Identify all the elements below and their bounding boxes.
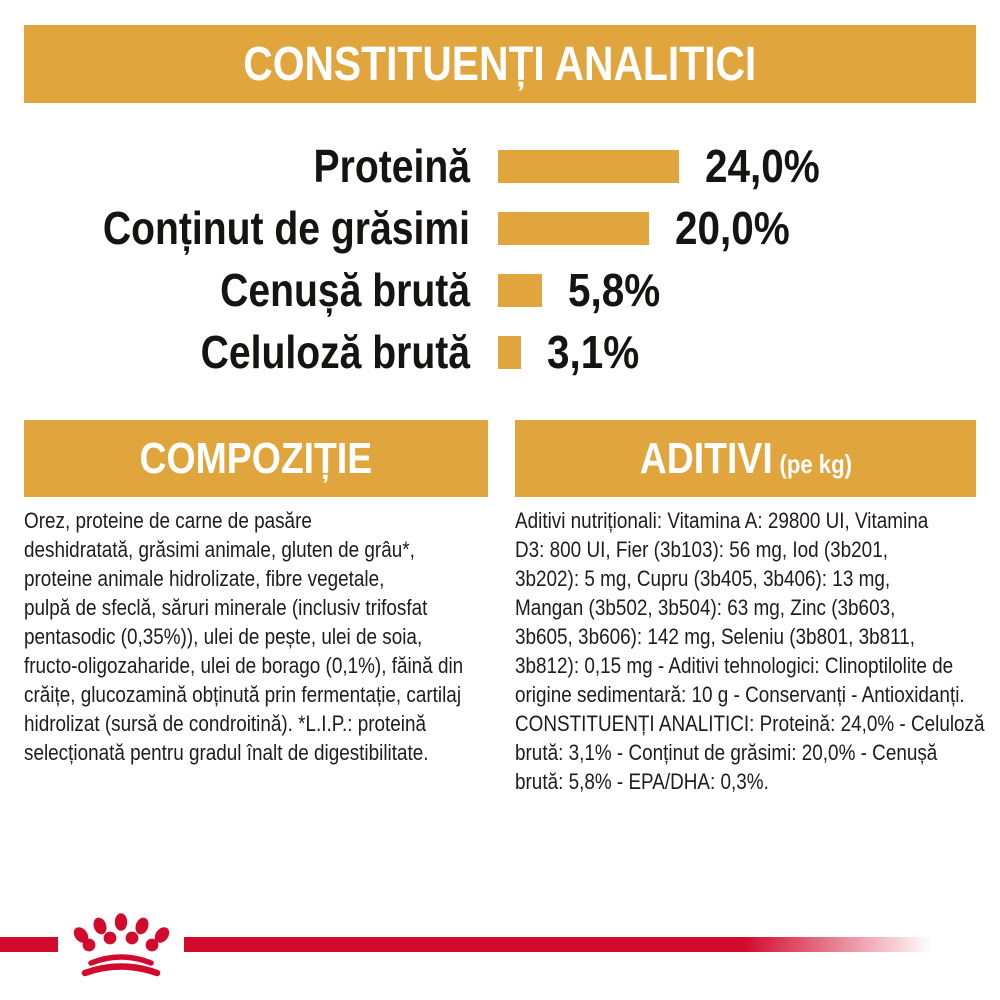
additives-header: ADITIVI (pe kg) [639,434,851,484]
analytic-value: 24,0% [705,140,821,192]
footer-band-left [0,937,58,952]
analytic-row-fibre: Celuloză brută 3,1% [0,321,1000,383]
analytic-bar [498,273,542,307]
analytic-row-ash: Cenușă brută 5,8% [0,259,1000,321]
analytical-constituents-chart: Proteină 24,0% Conținut de grăsimi 20,0%… [0,135,1000,383]
analytic-bar [498,149,680,183]
royal-canin-crown-paw-icon [73,913,170,977]
analytic-label: Conținut de grăsimi [102,202,470,254]
analytic-value: 3,1% [547,326,640,378]
analytical-constituents-banner: CONSTITUENȚI ANALITICI [24,25,976,103]
additives-header-label: ADITIVI [639,433,773,483]
additives-unit-label: (pe kg) [779,448,852,479]
analytical-constituents-title: CONSTITUENȚI ANALITICI [243,37,757,91]
analytic-label: Cenușă brută [220,264,470,316]
additives-banner: ADITIVI (pe kg) [515,420,976,497]
footer-band-right [184,937,940,952]
additives-body: Aditivi nutriționali: Vitamina A: 29800 … [515,508,985,794]
analytic-bar [498,211,650,245]
analytic-value: 20,0% [675,202,790,254]
composition-body: Orez, proteine de carne de pasăre deshid… [24,508,464,765]
analytic-label: Proteină [313,140,470,192]
analytic-value: 5,8% [567,264,661,316]
analytic-bar [498,335,522,369]
analytic-row-protein: Proteină 24,0% [0,135,1000,197]
composition-banner: COMPOZIȚIE [24,420,488,497]
composition-header: COMPOZIȚIE [139,433,373,483]
analytic-row-fat: Conținut de grăsimi 20,0% [0,197,1000,259]
analytic-label: Celuloză brută [200,326,470,378]
